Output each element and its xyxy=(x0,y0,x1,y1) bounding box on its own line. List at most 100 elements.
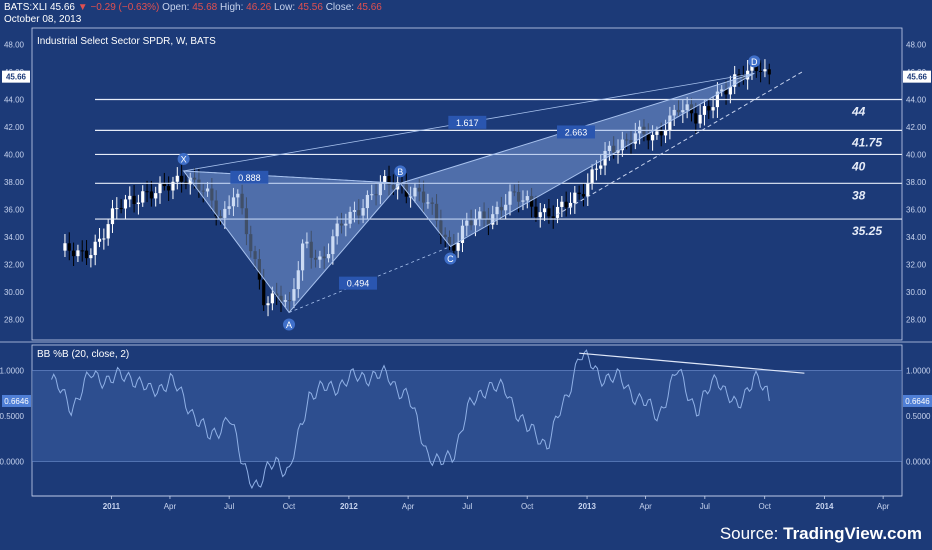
level-label: 41.75 xyxy=(851,135,882,149)
candle-body xyxy=(378,182,382,196)
candle-body xyxy=(720,89,724,92)
candle-body xyxy=(339,223,344,226)
candle-body xyxy=(361,208,365,216)
candle-body xyxy=(214,200,218,217)
candle-body xyxy=(240,193,244,209)
candle-body xyxy=(460,225,465,243)
candle-body xyxy=(599,165,603,169)
ind-y-tick-left: 0.5000 xyxy=(0,412,25,421)
candle-body xyxy=(456,242,460,251)
candle-body xyxy=(67,243,71,251)
candle-body xyxy=(659,131,663,136)
candle-body xyxy=(344,223,348,226)
candle-body xyxy=(625,139,629,141)
candle-body xyxy=(413,187,417,197)
candle-body xyxy=(672,109,676,116)
candle-body xyxy=(702,106,707,115)
last-price-tag-left-text: 45.66 xyxy=(6,73,27,82)
candle-body xyxy=(663,130,668,136)
y-tick-left: 34.00 xyxy=(4,233,25,242)
indicator-pane[interactable]: 0.0000 0.0000 0.5000 0.5000 1.0000 1.0000 0.66… xyxy=(0,344,932,497)
ratio-label: 0.888 xyxy=(238,173,261,183)
candle-body xyxy=(154,193,158,199)
candle-body xyxy=(594,168,599,170)
candle-body xyxy=(257,259,261,280)
candle-body xyxy=(650,134,655,141)
ratio-label: 2.663 xyxy=(565,127,588,137)
high-label: High: xyxy=(220,2,244,13)
pattern-point-marker xyxy=(748,55,761,68)
pattern-point-label: X xyxy=(181,154,187,164)
candle-body xyxy=(266,303,270,306)
last-price-tag-right-text: 45.66 xyxy=(907,73,928,82)
candle-body xyxy=(525,196,529,201)
candle-body xyxy=(128,195,132,200)
candle-body xyxy=(724,89,728,95)
pattern-point-label: B xyxy=(397,167,403,177)
candle-body xyxy=(728,86,732,95)
price-change: −0.29 (−0.63%) xyxy=(90,2,160,13)
source-prefix: Source: xyxy=(719,524,784,543)
y-tick-right: 36.00 xyxy=(906,205,927,214)
low-label: Low: xyxy=(273,2,296,13)
candle-body xyxy=(646,134,650,141)
ratio-box xyxy=(230,170,269,184)
y-tick-right: 34.00 xyxy=(906,233,927,242)
candle-body xyxy=(331,236,335,255)
divergence-line xyxy=(579,352,805,374)
candle-body xyxy=(210,188,214,201)
price-pane-frame xyxy=(31,27,903,341)
time-tick-label: Oct xyxy=(283,502,296,511)
y-tick-right: 40.00 xyxy=(906,150,927,159)
candle-body xyxy=(171,181,175,191)
candle-body xyxy=(318,256,322,260)
ind-y-tick-right: 0.5000 xyxy=(906,412,931,421)
time-tick-label: Apr xyxy=(639,502,652,511)
y-tick-left: 48.00 xyxy=(4,40,25,49)
pattern-point-label: D xyxy=(751,57,758,67)
candle-body xyxy=(188,177,192,185)
last-price-tag-right xyxy=(903,70,931,83)
candle-body xyxy=(231,197,236,207)
time-axis[interactable]: 2011 Apr Jul Oct 2012 Apr Jul Oct 2013 Apr Jul Oct 2… xyxy=(32,495,902,511)
y-tick-right: 44.00 xyxy=(906,95,927,104)
time-tick-label: Jul xyxy=(462,502,472,511)
chart-date: October 08, 2013 xyxy=(4,14,82,25)
candle-body xyxy=(322,256,326,259)
candle-body xyxy=(564,201,568,208)
time-tick-label: Jul xyxy=(224,502,234,511)
pattern-point-label: A xyxy=(286,320,292,330)
candle-body xyxy=(555,206,560,218)
candle-body xyxy=(270,293,274,304)
bb-percent-line xyxy=(51,349,770,490)
candle-body xyxy=(162,183,166,187)
candle-body xyxy=(309,241,313,258)
candle-body xyxy=(551,216,555,218)
last-price-tag-left xyxy=(2,70,30,83)
candle-body xyxy=(447,236,452,245)
candle-body xyxy=(167,186,171,191)
ratio-label: 1.617 xyxy=(456,118,479,128)
candle-body xyxy=(283,300,287,302)
candle-body xyxy=(767,69,771,75)
candle-body xyxy=(737,74,741,76)
candle-body xyxy=(218,216,223,218)
last-value-tag-left xyxy=(2,394,31,407)
time-tick-label: Jul xyxy=(700,502,710,511)
candle-body xyxy=(80,250,84,252)
time-tick-label: Apr xyxy=(402,502,415,511)
candle-body xyxy=(478,211,482,219)
open-label: Open: xyxy=(162,2,190,13)
candle-body xyxy=(374,194,378,196)
ratio-label: 0.494 xyxy=(347,279,370,289)
price-pane[interactable]: 28.00 28.00 30.00 30.00 32.00 32.00 34.00 34.00… xyxy=(0,27,932,343)
candle-body xyxy=(262,279,266,306)
y-tick-right: 42.00 xyxy=(906,123,927,132)
candle-body xyxy=(296,270,300,290)
y-tick-right: 30.00 xyxy=(906,288,927,297)
candle-body xyxy=(223,208,227,218)
symbol-name[interactable]: BATS:XLI xyxy=(4,2,48,13)
candle-body xyxy=(495,206,499,215)
candle-body xyxy=(698,114,702,124)
